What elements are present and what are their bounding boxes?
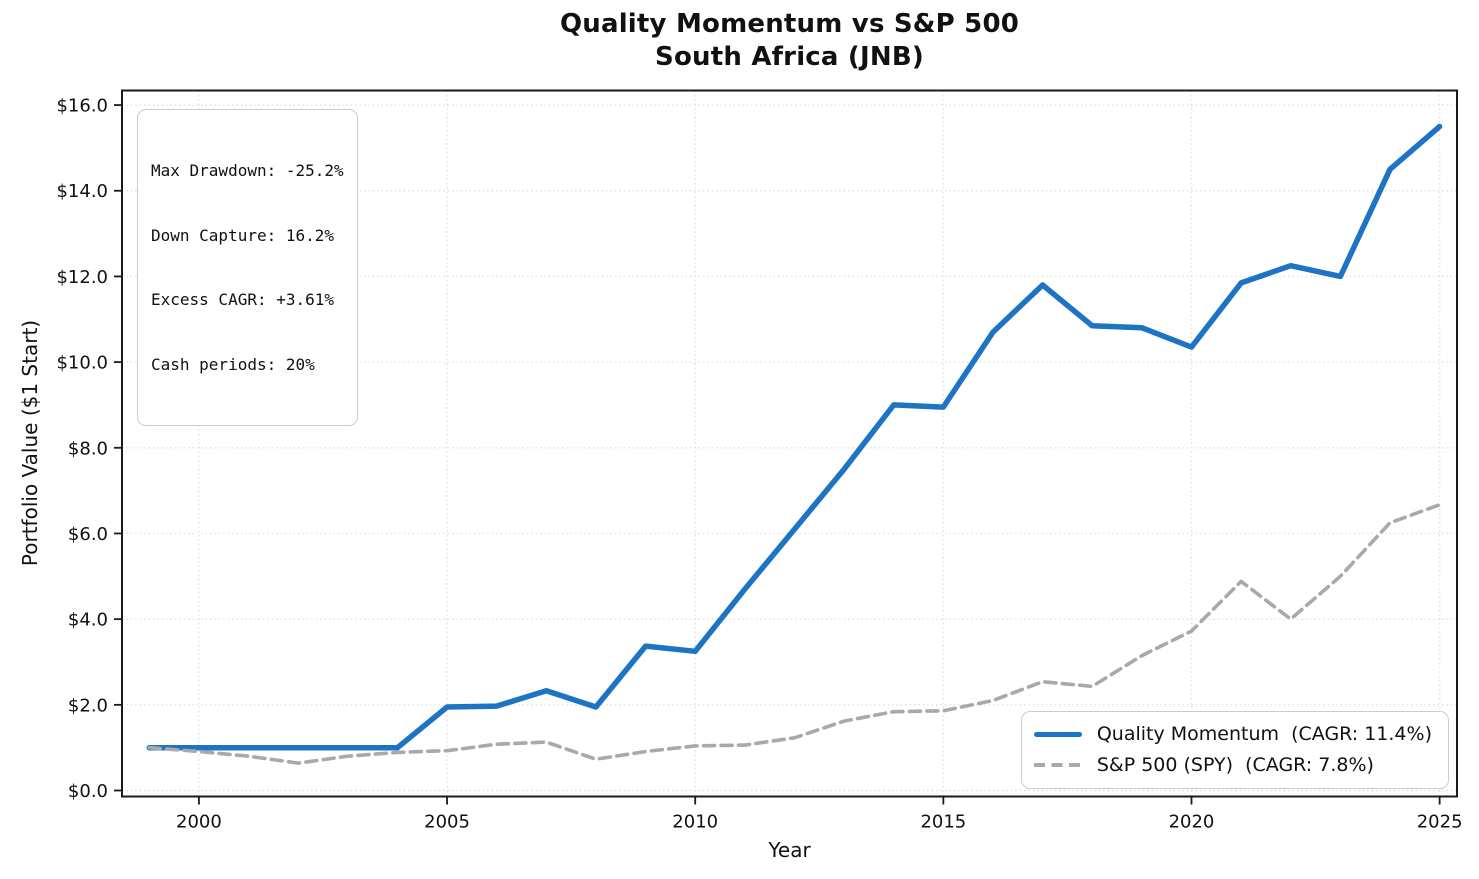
y-tick-label: $0.0 — [68, 781, 108, 802]
x-tick-label: 2000 — [176, 812, 222, 833]
y-tick-label: $10.0 — [56, 353, 108, 374]
legend-item-quality-momentum: Quality Momentum (CAGR: 11.4%) — [1033, 723, 1432, 745]
legend-label-quality-momentum: Quality Momentum (CAGR: 11.4%) — [1096, 723, 1432, 745]
stat-cash-periods: Cash periods: 20% — [151, 354, 315, 374]
legend-dashed-line-swatch — [1033, 763, 1082, 767]
y-tick-label: $4.0 — [68, 610, 108, 631]
y-tick-label: $16.0 — [56, 96, 108, 117]
y-axis-label: Portfolio Value ($1 Start) — [18, 319, 42, 567]
y-tick-label: $12.0 — [56, 267, 108, 288]
legend-item-sp500: S&P 500 (SPY) (CAGR: 7.8%) — [1033, 754, 1432, 776]
x-tick-label: 2010 — [672, 812, 718, 833]
axes-spines — [121, 89, 1458, 798]
x-axis-label: Year — [768, 838, 811, 862]
series-line-quality-momentum — [146, 123, 1443, 751]
chart-title: Quality Momentum vs S&P 500 South Africa… — [122, 8, 1457, 74]
x-tick-label: 2005 — [424, 812, 470, 833]
stat-down-capture: Down Capture: 16.2% — [151, 225, 335, 245]
legend: Quality Momentum (CAGR: 11.4%) S&P 500 (… — [1020, 711, 1449, 789]
stat-excess-cagr: Excess CAGR: +3.61% — [151, 290, 335, 309]
y-tick-label: $2.0 — [68, 695, 108, 716]
y-tick-label: $6.0 — [68, 524, 108, 545]
legend-label-sp500: S&P 500 (SPY) (CAGR: 7.8%) — [1096, 754, 1374, 776]
x-tick-label: 2025 — [1417, 812, 1463, 833]
chart-title-line2: South Africa (JNB) — [655, 42, 924, 72]
stats-box: Max Drawdown: -25.2% Down Capture: 16.2%… — [137, 109, 358, 426]
series-line-sp500 — [147, 502, 1442, 765]
legend-solid-line-swatch — [1033, 731, 1082, 737]
y-tick-label: $14.0 — [56, 181, 108, 202]
y-tick-label: $8.0 — [68, 438, 108, 459]
x-tick-label: 2020 — [1169, 812, 1215, 833]
stat-max-drawdown: Max Drawdown: -25.2% — [151, 161, 344, 180]
chart-title-line1: Quality Momentum vs S&P 500 — [559, 9, 1020, 39]
x-tick-label: 2015 — [920, 812, 966, 833]
